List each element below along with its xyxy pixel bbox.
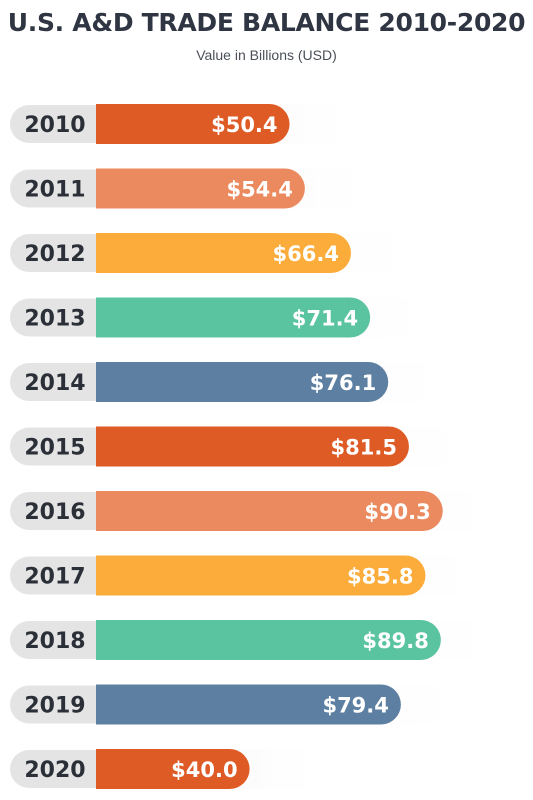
year-pill [10,492,116,530]
category-label-2019: 2019 [24,694,85,719]
value-label-2018: $89.8 [362,629,428,653]
bar-2011 [96,168,305,209]
value-label-2014: $76.1 [310,371,376,395]
bar-2013 [96,297,371,338]
category-label-2016: 2016 [24,500,85,525]
value-label-2016: $90.3 [364,500,430,524]
year-pill [10,621,116,659]
category-label-2020: 2020 [24,758,85,783]
year-pill [10,685,116,724]
value-label-2013: $71.4 [292,307,358,331]
bar-2016 [96,491,443,531]
bar-2018 [96,620,441,660]
year-pill [10,363,116,401]
bar-2015 [96,426,409,467]
category-label-2011: 2011 [24,178,85,203]
chart-subtitle: Value in Billions (USD) [196,47,337,63]
year-pill [10,298,116,337]
value-label-2015: $81.5 [331,436,397,460]
year-pill [10,234,116,272]
value-label-2017: $85.8 [347,565,413,589]
bar-2017 [96,555,426,596]
category-label-2015: 2015 [24,436,85,461]
value-label-2012: $66.4 [273,242,339,266]
year-pill [10,169,116,208]
year-pill [10,556,116,595]
year-pill [10,750,116,788]
bar-2012 [96,233,351,273]
bar-2014 [96,362,389,402]
chart-title: U.S. A&D TRADE BALANCE 2010-2020 [7,8,526,37]
value-label-2010: $50.4 [211,113,277,137]
category-label-2018: 2018 [24,629,85,654]
category-label-2014: 2014 [24,371,85,396]
value-label-2020: $40.0 [171,758,237,782]
category-label-2010: 2010 [24,113,85,138]
value-label-2019: $79.4 [322,694,388,718]
year-pill [10,427,116,466]
year-pill [10,105,116,143]
category-label-2017: 2017 [24,565,85,590]
category-label-2012: 2012 [24,242,85,267]
category-label-2013: 2013 [24,307,85,332]
bar-2020 [96,749,250,789]
value-label-2011: $54.4 [226,178,292,202]
bar-2010 [96,104,290,144]
bar-2019 [96,684,401,725]
